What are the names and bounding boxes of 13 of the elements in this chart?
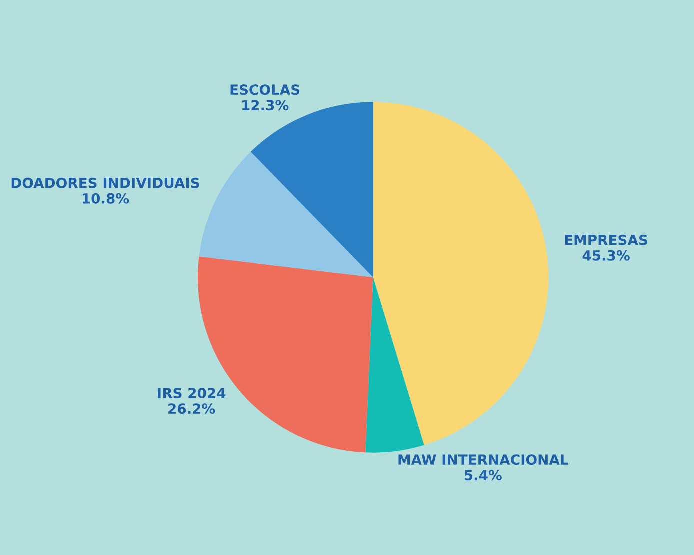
- data-label: 45.3%: [582, 250, 630, 261]
- data-label: 26.2%: [168, 404, 216, 414]
- data-label: 5.4%: [464, 470, 502, 481]
- data-label: 12.3%: [242, 100, 289, 111]
- pie-slice: [199, 152, 374, 278]
- slice-label: EMPRESAS: [565, 234, 648, 246]
- slice-label: DOADORES INDIVIDUAIS: [12, 178, 200, 188]
- slice-label: IRS 2024: [158, 388, 226, 399]
- data-label: 10.8%: [82, 193, 130, 204]
- slice-label: MAW INTERNACIONAL: [398, 454, 568, 466]
- pie-slice: [366, 278, 424, 453]
- pie-slice: [373, 102, 549, 446]
- slice-label: ESCOLAS: [230, 84, 300, 96]
